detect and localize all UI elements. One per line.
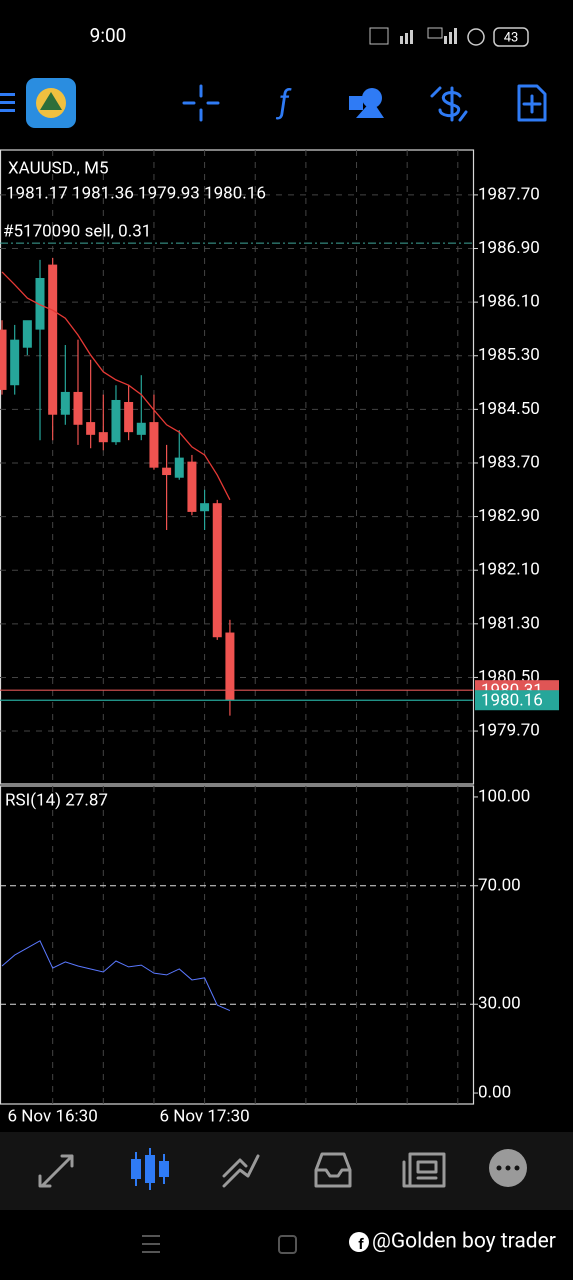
moving-average [1,271,231,501]
y-tick-label: 1986.10 [478,292,540,312]
svg-text:f: f [358,1235,364,1253]
y-tick-label: 30.00 [478,994,521,1014]
y-tick-label: 1983.70 [478,452,540,472]
y-tick-label: 1979.70 [478,721,540,741]
candle-body [86,422,96,435]
candle-body [149,422,159,468]
candle-body [124,401,134,433]
y-tick-label: 1984.50 [478,399,540,419]
ohlc-readout: 1981.17 1981.36 1979.93 1980.16 [6,183,266,203]
battery-level: 43 [504,30,519,45]
system-nav [142,1235,297,1254]
indicators-button[interactable]: ƒ [276,82,292,120]
candle-body [48,264,58,415]
candle-body [212,503,222,638]
candle-body [162,467,172,476]
candle-body [174,457,184,478]
nav-history[interactable] [314,1152,352,1188]
menu-button[interactable] [0,93,15,112]
nav-trade[interactable] [222,1154,260,1188]
bottom-nav [0,1132,573,1210]
y-tick-label: 1982.90 [478,506,540,526]
plot: 1987.70 1986.90 1986.10 1985.30 1984.50 1983.… [0,150,559,1126]
nav-messages[interactable] [489,1149,527,1187]
app-logo[interactable] [26,78,76,128]
watermark-icon: f [349,1232,369,1253]
crosshair-button[interactable] [182,84,220,122]
candle-body [73,391,83,425]
order-label: #5170090 sell, 0.31 [3,221,151,241]
symbol-title: XAUUSD., M5 [8,158,109,178]
candle-body [22,320,32,348]
clock: 9:00 [90,24,127,47]
candle-body [225,632,235,701]
y-tick-label: 0.00 [478,1083,511,1103]
y-tick-label: 1982.10 [478,560,540,580]
nav-quotes[interactable] [38,1154,74,1188]
y-tick-label: 1987.70 [478,184,540,204]
x-tick-label: 6 Nov 17:30 [159,1106,249,1126]
y-tick-label: 1986.90 [478,238,540,258]
candle-body [60,391,70,415]
candle-body [35,278,45,330]
candle-body [0,329,7,390]
watermark: @Golden boy trader [372,1230,556,1254]
bid-line-label: 1980.16 [481,691,543,711]
bid-line-tag [475,690,559,711]
candle-body [111,399,121,443]
candle-body [187,461,197,512]
candle-body [98,432,108,443]
x-tick-label: 6 Nov 16:30 [8,1106,98,1126]
objects-button[interactable] [349,88,384,118]
trade-button[interactable] [430,86,468,122]
candle-body [200,503,210,512]
rsi-line [1,940,231,1011]
new-order-button[interactable] [517,84,547,122]
candle-body [136,422,146,435]
y-tick-label: 70.00 [478,875,521,895]
nav-news[interactable] [402,1152,446,1188]
y-tick-label: 1985.30 [478,345,540,365]
y-tick-label: 100.00 [478,786,530,806]
chart-frame [0,149,475,1105]
nav-chart[interactable] [131,1148,169,1190]
rsi-title: RSI(14) 27.87 [5,790,108,810]
status-icons [369,27,529,47]
candle-body [10,339,20,386]
y-tick-label: 1981.30 [478,613,540,633]
indicator-glyph: ƒ [276,82,292,120]
